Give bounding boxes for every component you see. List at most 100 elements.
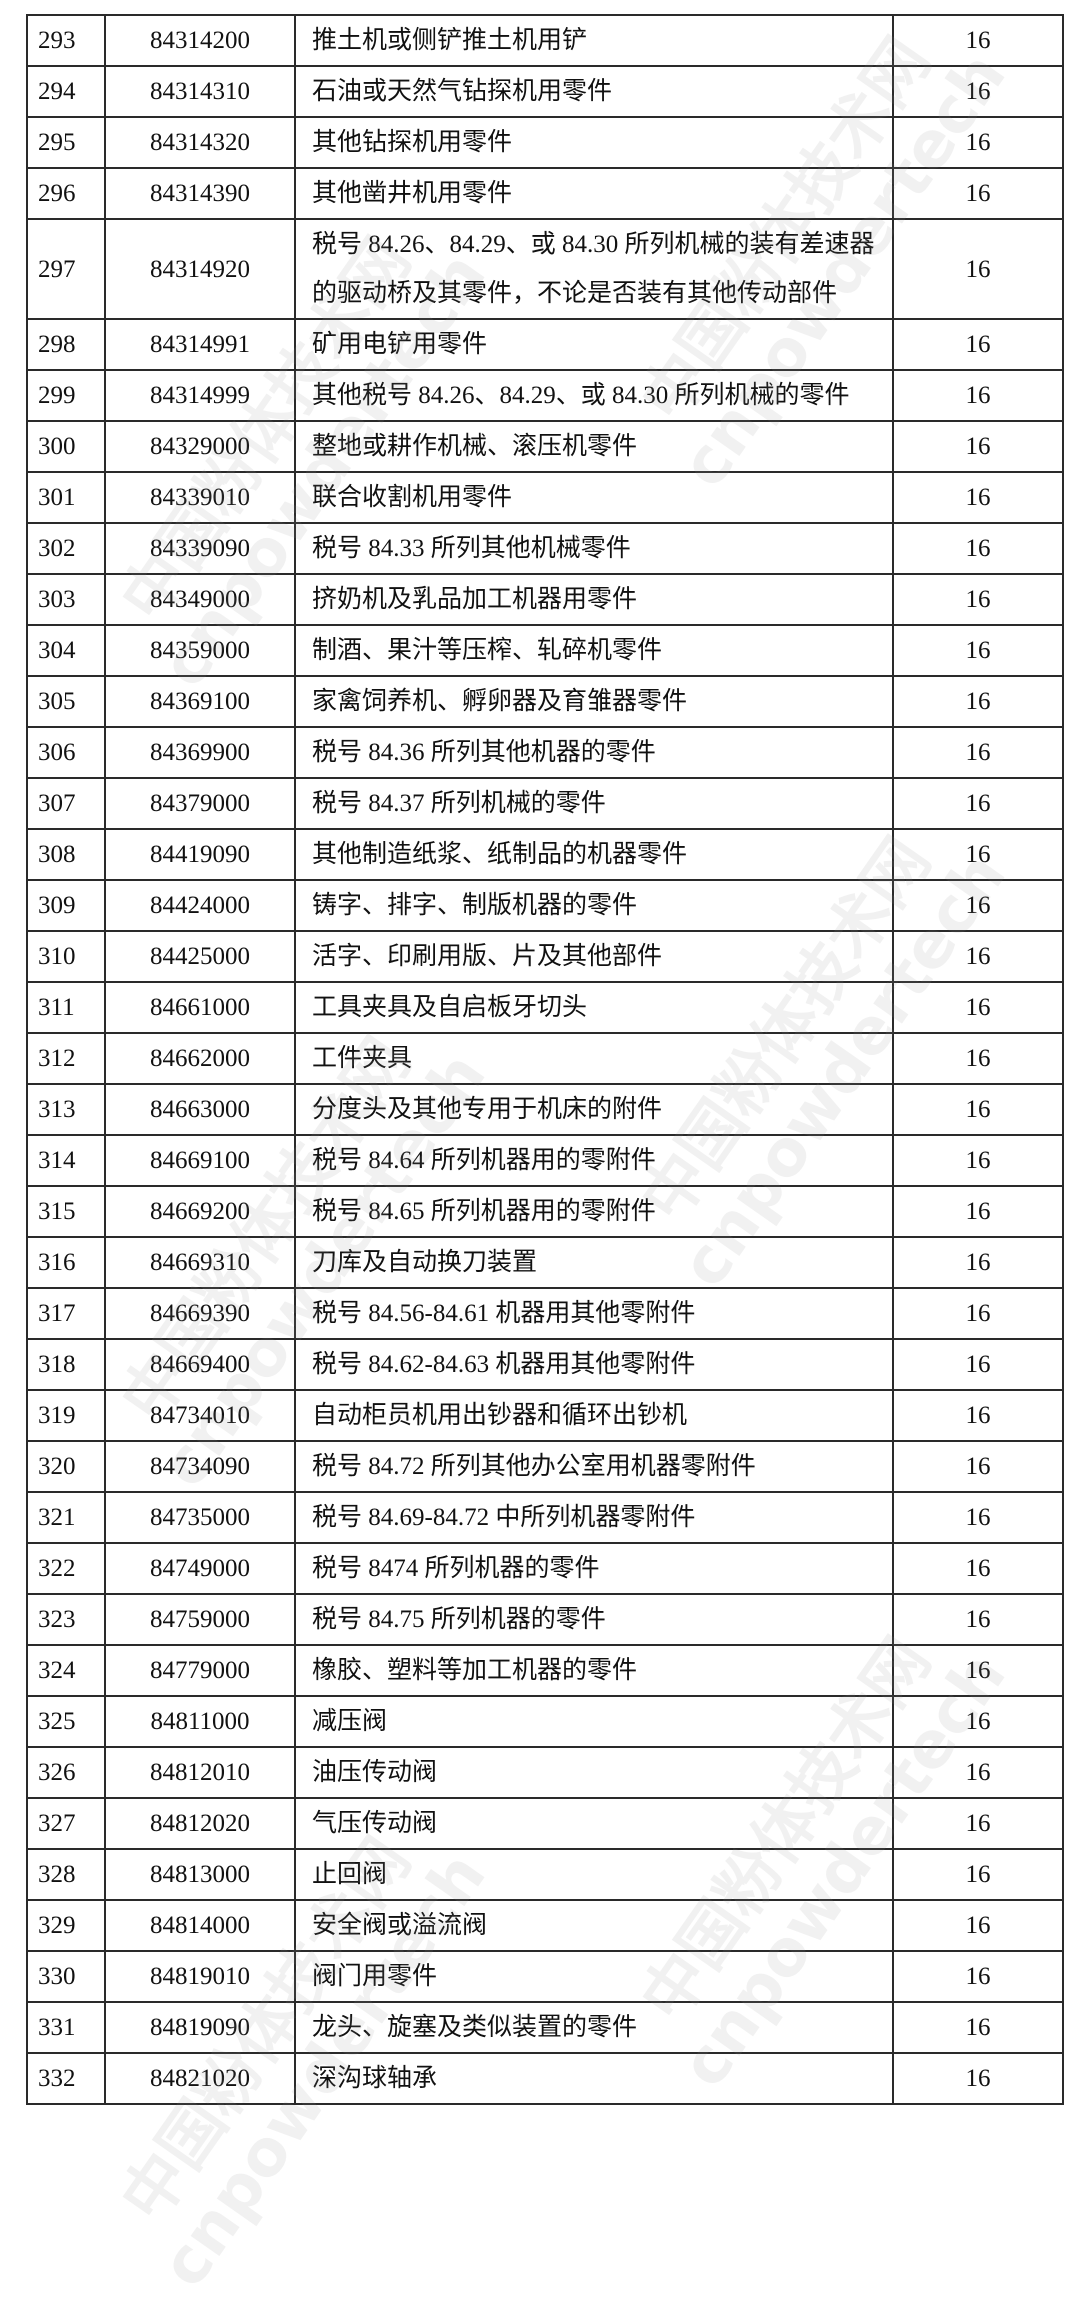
item-description: 刀库及自动换刀装置 — [294, 1236, 894, 1289]
row-number: 326 — [26, 1746, 106, 1799]
item-description: 深沟球轴承 — [294, 2052, 894, 2105]
row-number: 299 — [26, 369, 106, 422]
row-number: 300 — [26, 420, 106, 473]
item-description: 税号 84.33 所列其他机械零件 — [294, 522, 894, 575]
table-row: 328 84813000 止回阀 16 — [26, 1848, 1064, 1901]
row-number: 322 — [26, 1542, 106, 1595]
item-description: 制酒、果汁等压榨、轧碎机零件 — [294, 624, 894, 677]
table-row: 313 84663000 分度头及其他专用于机床的附件 16 — [26, 1083, 1064, 1136]
rate-value: 16 — [892, 471, 1064, 524]
item-description: 分度头及其他专用于机床的附件 — [294, 1083, 894, 1136]
rate-value: 16 — [892, 318, 1064, 371]
tariff-code: 84749000 — [104, 1542, 296, 1595]
row-number: 304 — [26, 624, 106, 677]
table-row: 325 84811000 减压阀 16 — [26, 1695, 1064, 1748]
tariff-code: 84734010 — [104, 1389, 296, 1442]
row-number: 306 — [26, 726, 106, 779]
table-row: 320 84734090 税号 84.72 所列其他办公室用机器零附件 16 — [26, 1440, 1064, 1493]
item-description: 工具夹具及自启板牙切头 — [294, 981, 894, 1034]
rate-value: 16 — [892, 116, 1064, 169]
item-description: 铸字、排字、制版机器的零件 — [294, 879, 894, 932]
item-description: 油压传动阀 — [294, 1746, 894, 1799]
rate-value: 16 — [892, 1440, 1064, 1493]
tariff-code: 84339010 — [104, 471, 296, 524]
tariff-code: 84349000 — [104, 573, 296, 626]
table-row: 306 84369900 税号 84.36 所列其他机器的零件 16 — [26, 726, 1064, 779]
item-description: 整地或耕作机械、滚压机零件 — [294, 420, 894, 473]
tariff-code: 84369100 — [104, 675, 296, 728]
tariff-code: 84314991 — [104, 318, 296, 371]
row-number: 297 — [26, 218, 106, 320]
table-row: 314 84669100 税号 84.64 所列机器用的零附件 16 — [26, 1134, 1064, 1187]
rate-value: 16 — [892, 1287, 1064, 1340]
rate-value: 16 — [892, 1644, 1064, 1697]
row-number: 319 — [26, 1389, 106, 1442]
row-number: 301 — [26, 471, 106, 524]
table-row: 315 84669200 税号 84.65 所列机器用的零附件 16 — [26, 1185, 1064, 1238]
item-description: 气压传动阀 — [294, 1797, 894, 1850]
item-description: 龙头、旋塞及类似装置的零件 — [294, 2001, 894, 2054]
tariff-code: 84821020 — [104, 2052, 296, 2105]
item-description: 挤奶机及乳品加工机器用零件 — [294, 573, 894, 626]
rate-value: 16 — [892, 65, 1064, 118]
item-description: 安全阀或溢流阀 — [294, 1899, 894, 1952]
row-number: 308 — [26, 828, 106, 881]
tariff-code: 84812020 — [104, 1797, 296, 1850]
row-number: 307 — [26, 777, 106, 830]
rate-value: 16 — [892, 420, 1064, 473]
table-row: 323 84759000 税号 84.75 所列机器的零件 16 — [26, 1593, 1064, 1646]
item-description: 阀门用零件 — [294, 1950, 894, 2003]
row-number: 294 — [26, 65, 106, 118]
row-number: 330 — [26, 1950, 106, 2003]
table-row: 302 84339090 税号 84.33 所列其他机械零件 16 — [26, 522, 1064, 575]
table-row: 308 84419090 其他制造纸浆、纸制品的机器零件 16 — [26, 828, 1064, 881]
row-number: 318 — [26, 1338, 106, 1391]
row-number: 298 — [26, 318, 106, 371]
table-row: 317 84669390 税号 84.56-84.61 机器用其他零附件 16 — [26, 1287, 1064, 1340]
tariff-code: 84419090 — [104, 828, 296, 881]
row-number: 321 — [26, 1491, 106, 1544]
rate-value: 16 — [892, 369, 1064, 422]
row-number: 305 — [26, 675, 106, 728]
row-number: 315 — [26, 1185, 106, 1238]
rate-value: 16 — [892, 1389, 1064, 1442]
rate-value: 16 — [892, 624, 1064, 677]
item-description: 税号 84.37 所列机械的零件 — [294, 777, 894, 830]
rate-value: 16 — [892, 1134, 1064, 1187]
row-number: 324 — [26, 1644, 106, 1697]
table-row: 299 84314999 其他税号 84.26、84.29、或 84.30 所列机械… — [26, 369, 1064, 422]
tariff-code: 84425000 — [104, 930, 296, 983]
row-number: 331 — [26, 2001, 106, 2054]
row-number: 309 — [26, 879, 106, 932]
tariff-code: 84314310 — [104, 65, 296, 118]
rate-value: 16 — [892, 2052, 1064, 2105]
item-description: 橡胶、塑料等加工机器的零件 — [294, 1644, 894, 1697]
row-number: 303 — [26, 573, 106, 626]
table-row: 305 84369100 家禽饲养机、孵卵器及育雏器零件 16 — [26, 675, 1064, 728]
item-description: 家禽饲养机、孵卵器及育雏器零件 — [294, 675, 894, 728]
rate-value: 16 — [892, 1185, 1064, 1238]
row-number: 327 — [26, 1797, 106, 1850]
tariff-code: 84314390 — [104, 167, 296, 220]
rate-value: 16 — [892, 981, 1064, 1034]
tariff-code: 84424000 — [104, 879, 296, 932]
rate-value: 16 — [892, 1083, 1064, 1136]
tariff-code: 84314320 — [104, 116, 296, 169]
table-row: 321 84735000 税号 84.69-84.72 中所列机器零附件 16 — [26, 1491, 1064, 1544]
item-description: 税号 84.65 所列机器用的零附件 — [294, 1185, 894, 1238]
rate-value: 16 — [892, 1593, 1064, 1646]
tariff-code: 84819010 — [104, 1950, 296, 2003]
tariff-code: 84369900 — [104, 726, 296, 779]
row-number: 295 — [26, 116, 106, 169]
item-description: 税号 8474 所列机器的零件 — [294, 1542, 894, 1595]
item-description: 其他税号 84.26、84.29、或 84.30 所列机械的零件 — [294, 369, 894, 422]
rate-value: 16 — [892, 675, 1064, 728]
item-description: 石油或天然气钻探机用零件 — [294, 65, 894, 118]
table-row: 330 84819010 阀门用零件 16 — [26, 1950, 1064, 2003]
row-number: 311 — [26, 981, 106, 1034]
table-row: 296 84314390 其他凿井机用零件 16 — [26, 167, 1064, 220]
table-row: 300 84329000 整地或耕作机械、滚压机零件 16 — [26, 420, 1064, 473]
table-row: 303 84349000 挤奶机及乳品加工机器用零件 16 — [26, 573, 1064, 626]
rate-value: 16 — [892, 1542, 1064, 1595]
tariff-code: 84734090 — [104, 1440, 296, 1493]
